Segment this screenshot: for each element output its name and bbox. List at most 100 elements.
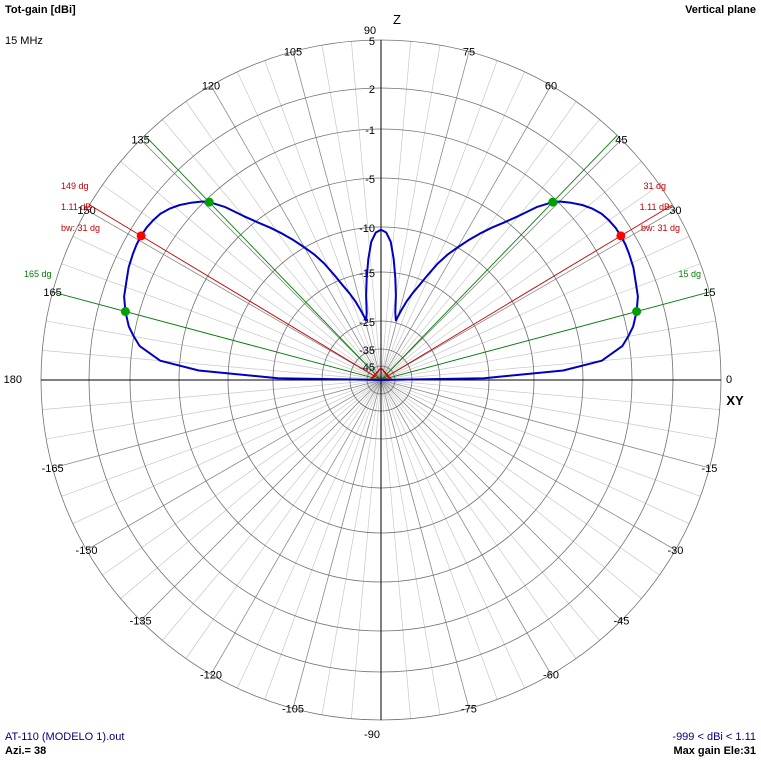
grid-radial-major	[210, 85, 382, 381]
grid-radial-minor	[380, 379, 720, 410]
grid-radial-minor	[120, 161, 382, 381]
annotations: 31 dg 1.11 dB bw: 31 dg 15 dg 149 dg 1.11 dB b…	[24, 135, 710, 381]
max-gain-ray	[89, 204, 382, 381]
grid-radial-major	[86, 209, 382, 381]
grid-radial-minor	[380, 45, 441, 381]
frequency-label: 15 MHz	[5, 35, 43, 47]
ring-label: 5	[369, 36, 375, 48]
beamwidth-marker	[632, 306, 642, 316]
grid-radial-minor	[46, 379, 382, 440]
grid-radial-minor	[380, 60, 498, 381]
angle-tick-label: -15	[701, 463, 717, 475]
grid-radial-minor	[264, 379, 382, 700]
angle-tick-label: -165	[42, 463, 64, 475]
angle-tick-label: 15	[703, 287, 715, 299]
angle-tick-label: 150	[77, 205, 95, 217]
beamwidth-ray	[380, 291, 710, 381]
plot-title: Tot-gain [dBi]	[5, 4, 76, 16]
radiation-pattern	[123, 200, 639, 381]
angle-tick-label: 165	[43, 287, 61, 299]
grid-radial-minor	[380, 379, 716, 440]
ground-reflection-line	[380, 367, 391, 381]
grid-radial-major	[86, 379, 382, 551]
grid-radial-minor	[102, 184, 382, 381]
axis-names: Z XY	[393, 12, 744, 408]
grid-radial-minor	[380, 379, 526, 689]
angle-tick-label: 45	[615, 135, 627, 147]
angle-tick-label: 180	[4, 374, 22, 386]
grid-radial-major	[210, 379, 382, 675]
beamwidth-ray	[380, 135, 618, 381]
beamwidth-ray	[52, 291, 382, 381]
annot-right-gain: 1.11 dB	[640, 202, 670, 212]
annot-right-bw-edge: 15 dg	[678, 269, 701, 279]
grid-radial-major	[140, 379, 382, 621]
beamwidth-marker	[548, 197, 558, 207]
grid-radial-minor	[380, 71, 526, 381]
annot-left-gain: 1.11 dB	[61, 202, 91, 212]
ring-label: -5	[365, 174, 375, 186]
grid-radial-minor	[61, 379, 382, 497]
grid-radial-minor	[236, 379, 382, 689]
grid-radial-minor	[380, 379, 411, 719]
ring-label: -10	[359, 223, 375, 235]
angle-tick-labels: 9075604530150-15-30-45-60-75-90-105-120-…	[4, 25, 732, 741]
grid-radial-major	[292, 51, 382, 381]
grid-radial-minor	[380, 41, 411, 381]
angle-tick-label: 105	[284, 47, 302, 59]
grid-radial-major	[140, 139, 382, 381]
grid-radial-major	[380, 379, 470, 709]
beamwidth-marker	[120, 306, 130, 316]
grid-radial-major	[380, 379, 552, 675]
angle-tick-label: -75	[461, 703, 477, 715]
grid-radial-major	[292, 379, 382, 709]
grid-radial-minor	[380, 235, 690, 381]
pattern-markers	[120, 197, 642, 316]
angle-tick-label: -120	[200, 669, 222, 681]
angle-tick-label: 75	[463, 47, 475, 59]
ring-label: 2	[369, 84, 375, 96]
grid-radial-major	[380, 379, 710, 469]
grid-radial-minor	[264, 60, 382, 381]
grid-radial-minor	[42, 379, 382, 410]
max-gain-label: Max gain Ele:31	[673, 745, 756, 757]
grid-radial-minor	[120, 379, 382, 599]
grid-radial-minor	[46, 320, 382, 381]
annot-left-angle: 149 dg	[61, 181, 89, 191]
grid-radial-major	[380, 209, 676, 381]
grid-radial-minor	[162, 119, 382, 381]
annot-left-bw: bw: 31 dg	[61, 223, 100, 233]
angle-tick-label: -105	[282, 703, 304, 715]
angle-tick-label: 135	[131, 135, 149, 147]
grid-radial-minor	[351, 379, 382, 719]
grid-radial-major	[380, 379, 676, 551]
grid-radial-minor	[102, 379, 382, 576]
grid-radial-minor	[380, 161, 642, 381]
grid-radial-minor	[321, 45, 382, 381]
annot-left-bw-edge: 165 dg	[24, 269, 52, 279]
grid-radial-minor	[380, 263, 701, 381]
grid-radial-minor	[380, 379, 577, 659]
beamwidth-marker	[204, 197, 214, 207]
beamwidth-ray	[144, 135, 382, 381]
grid-radial-minor	[42, 350, 382, 381]
grid-radial-minor	[380, 184, 660, 381]
angle-tick-label: -45	[613, 615, 629, 627]
angle-tick-label: 120	[202, 81, 220, 93]
max-gain-ray	[380, 204, 673, 381]
grid-radial-minor	[236, 71, 382, 381]
ring-label: -45	[359, 362, 375, 374]
max-gain-marker	[616, 231, 626, 241]
ring-label: -25	[359, 317, 375, 329]
ground-reflection-line	[371, 367, 382, 381]
grid-radial-minor	[72, 379, 382, 525]
grid-radial-minor	[380, 379, 660, 576]
grid-radial-minor	[162, 379, 382, 641]
annot-right-angle: 31 dg	[643, 181, 666, 191]
gain-range-label: -999 < dBi < 1.11	[672, 731, 756, 743]
grid-radial-minor	[380, 320, 716, 381]
grid-radial-major	[380, 51, 470, 381]
grid-radial-major	[52, 379, 382, 469]
filename-label: AT-110 (MODELO 1).out	[5, 731, 125, 743]
grid-radial-minor	[72, 235, 382, 381]
